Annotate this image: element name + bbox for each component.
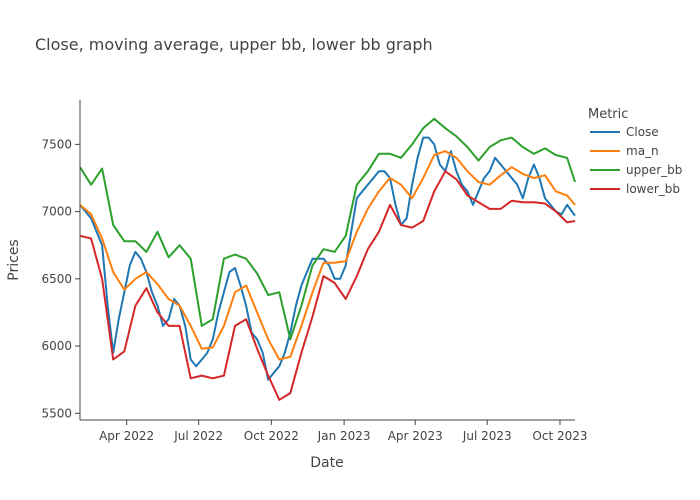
x-axis-ticks: Apr 2022 Jul 2022 Oct 2022 Jan 2023 Apr 2023… [99, 420, 588, 443]
plot-area [79, 117, 576, 401]
x-tick-label: Apr 2023 [388, 429, 443, 443]
y-axis-title: Prices [6, 239, 22, 280]
x-axis-title: Date [310, 455, 343, 471]
y-tick-label: 5500 [41, 406, 72, 420]
y-tick-label: 6500 [41, 272, 72, 286]
legend-title: Metric [588, 107, 628, 122]
legend-entry-label: lower_bb [626, 182, 680, 196]
legend-entry-label: Close [626, 125, 659, 139]
y-tick-label: 7500 [41, 137, 72, 151]
x-tick-label: Jul 2023 [462, 429, 512, 443]
x-tick-label: Oct 2023 [532, 429, 587, 443]
series-line-ma-n [79, 150, 576, 361]
legend-entry-label: upper_bb [626, 163, 682, 177]
y-axis-ticks: 5500 6000 6500 7000 7500 [41, 137, 80, 420]
series-line-upper-bb [79, 117, 576, 341]
x-tick-label: Jul 2022 [173, 429, 223, 443]
legend: Metric Close ma_n upper_bb lower_bb [588, 107, 682, 196]
series-line-close [79, 136, 576, 381]
x-tick-label: Apr 2022 [99, 429, 154, 443]
legend-entry-label: ma_n [626, 144, 659, 158]
y-tick-label: 7000 [41, 205, 72, 219]
x-tick-label: Oct 2022 [244, 429, 299, 443]
x-tick-label: Jan 2023 [317, 429, 371, 443]
chart-title: Close, moving average, upper bb, lower b… [35, 35, 433, 54]
y-tick-label: 6000 [41, 339, 72, 353]
series-line-lower-bb [79, 170, 576, 401]
